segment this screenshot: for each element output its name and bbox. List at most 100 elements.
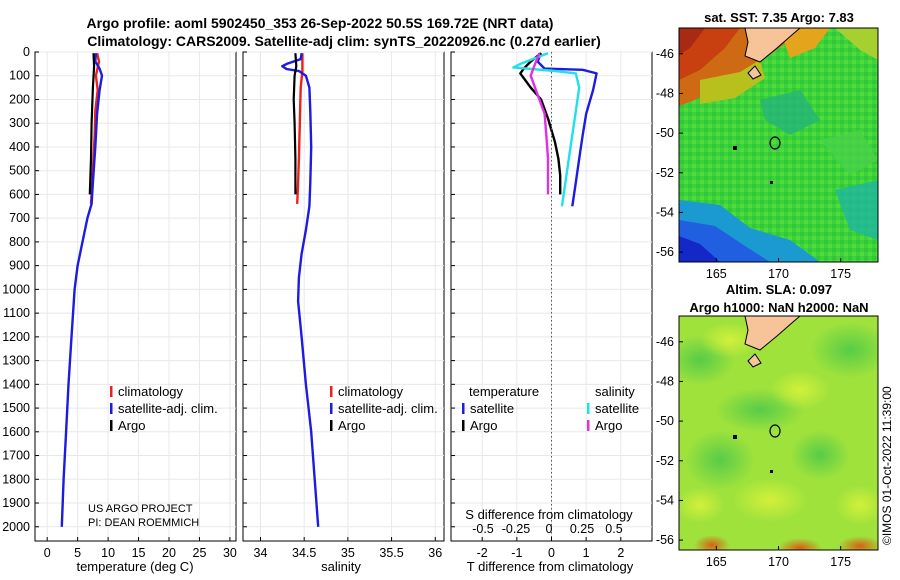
y-tick-label: 1500 bbox=[2, 401, 30, 415]
y-tick-label: 1300 bbox=[2, 354, 30, 368]
map-y-tick-label: -54 bbox=[656, 493, 674, 507]
y-tick-label: 400 bbox=[9, 140, 30, 154]
legend-swatch-argo bbox=[330, 420, 333, 431]
series-line-temperature-satellite bbox=[536, 52, 598, 207]
series-line-argo bbox=[88, 53, 96, 195]
legend-swatch-argo bbox=[110, 420, 113, 431]
legend-swatch-satellite bbox=[110, 403, 113, 414]
map-y-tick-label: -50 bbox=[656, 414, 674, 428]
map-y-tick-label: -50 bbox=[656, 126, 674, 140]
legend-header-salinity: salinity bbox=[595, 384, 635, 399]
figure-title-line2: Climatology: CARS2009. Satellite-adj cli… bbox=[87, 33, 601, 49]
sst-heatmap bbox=[679, 28, 878, 262]
y-tick-label: 600 bbox=[9, 187, 30, 201]
map-y-tick-label: -48 bbox=[656, 374, 674, 388]
s-tick-label: 0 bbox=[546, 522, 553, 536]
sla-map-title-line1: Altim. SLA: 0.097 bbox=[726, 282, 832, 297]
y-tick-label: 1100 bbox=[3, 306, 30, 320]
series-line-salinity-satellite bbox=[512, 52, 581, 207]
legend-label: Argo bbox=[470, 418, 497, 433]
s-difference-tick-labels: -0.5 -0.25 0 0.25 0.5 bbox=[472, 522, 623, 536]
legend-swatch-t-satellite bbox=[462, 403, 465, 414]
legend-label: Argo bbox=[595, 418, 622, 433]
s-tick-label: -0.5 bbox=[472, 522, 494, 536]
legend-label: climatology bbox=[338, 384, 404, 399]
map-y-tick-label: -56 bbox=[656, 533, 674, 547]
x-tick-label: 15 bbox=[132, 546, 146, 560]
s-tick-label: 0.5 bbox=[605, 522, 622, 536]
series-line-climatology bbox=[296, 53, 304, 204]
x-tick-label: 0 bbox=[548, 546, 555, 560]
y-tick-label: 1800 bbox=[2, 472, 30, 486]
figure-title-line1: Argo profile: aoml 5902450_353 26-Sep-20… bbox=[87, 15, 554, 31]
salinity-plot-frame bbox=[242, 51, 445, 542]
x-tick-label: 36 bbox=[428, 546, 442, 560]
map-y-tick-label: -48 bbox=[656, 86, 674, 100]
x-tick-label: 35 bbox=[341, 546, 355, 560]
temperature-legend: climatology satellite-adj. clim. Argo bbox=[110, 384, 218, 433]
x-tick-label: 20 bbox=[162, 546, 176, 560]
y-tick-label: 500 bbox=[9, 164, 30, 178]
legend-label: satellite-adj. clim. bbox=[338, 401, 438, 416]
map-x-tick-label: 165 bbox=[706, 267, 727, 281]
y-tick-label: 800 bbox=[9, 235, 30, 249]
map-y-tick-label: -46 bbox=[656, 47, 674, 61]
legend-label: Argo bbox=[118, 418, 145, 433]
legend-label: satellite-adj. clim. bbox=[118, 401, 218, 416]
x-tick-label: 35.5 bbox=[379, 546, 403, 560]
x-tick-label: 34 bbox=[254, 546, 268, 560]
series-line-satellite-adj-clim- bbox=[60, 53, 104, 527]
x-tick-label: 10 bbox=[101, 546, 115, 560]
sla-argo-position-marker bbox=[769, 424, 781, 438]
legend-label: climatology bbox=[118, 384, 184, 399]
y-tick-label: 1400 bbox=[2, 377, 30, 391]
x-tick-label: 2 bbox=[617, 546, 624, 560]
x-tick-label: -1 bbox=[511, 546, 522, 560]
y-tick-label: 100 bbox=[9, 69, 30, 83]
y-tick-label: 900 bbox=[9, 259, 30, 273]
x-tick-label: 25 bbox=[193, 546, 207, 560]
credit-project: US ARGO PROJECT bbox=[88, 503, 193, 515]
x-tick-label: 0 bbox=[44, 546, 51, 560]
difference-legend: temperature salinity satellite Argo sate… bbox=[462, 384, 639, 433]
y-tick-label: 2000 bbox=[2, 520, 30, 534]
credit-pi: PI: DEAN ROEMMICH bbox=[88, 517, 199, 529]
s-difference-xlabel: S difference from climatology bbox=[465, 507, 633, 522]
sla-heatmap bbox=[679, 316, 878, 550]
series-line-temperature-argo bbox=[519, 52, 562, 195]
y-tick-label: 1700 bbox=[2, 449, 30, 463]
legend-label: satellite bbox=[595, 401, 639, 416]
y-tick-label: 200 bbox=[9, 92, 30, 106]
legend-swatch-t-argo bbox=[462, 420, 465, 431]
map-x-tick-label: 175 bbox=[830, 267, 851, 281]
y-tick-label: 300 bbox=[9, 116, 30, 130]
map-x-tick-label: 170 bbox=[768, 555, 789, 569]
y-tick-label: 0 bbox=[23, 45, 30, 59]
map-y-tick-label: -54 bbox=[656, 205, 674, 219]
x-tick-label: 5 bbox=[74, 546, 81, 560]
x-tick-label: 30 bbox=[223, 546, 237, 560]
legend-swatch-climatology bbox=[330, 386, 333, 397]
series-line-argo bbox=[292, 53, 298, 195]
map-y-tick-label: -52 bbox=[656, 454, 674, 468]
salinity-xlabel: salinity bbox=[321, 559, 361, 574]
s-tick-label: -0.25 bbox=[502, 522, 531, 536]
sla-map-title-line2: Argo h1000: NaN h2000: NaN bbox=[689, 300, 868, 315]
legend-header-temperature: temperature bbox=[469, 384, 539, 399]
map-y-tick-label: -52 bbox=[656, 166, 674, 180]
x-tick-label: -2 bbox=[477, 546, 488, 560]
salinity-legend: climatology satellite-adj. clim. Argo bbox=[330, 384, 438, 433]
map-x-tick-label: 165 bbox=[706, 555, 727, 569]
series-line-satellite-adj-clim- bbox=[281, 53, 320, 527]
map-x-tick-label: 170 bbox=[768, 267, 789, 281]
y-tick-label: 1600 bbox=[2, 425, 30, 439]
sst-map-title: sat. SST: 7.35 Argo: 7.83 bbox=[704, 10, 854, 25]
map-x-tick-label: 175 bbox=[830, 555, 851, 569]
t-difference-xlabel: T difference from climatology bbox=[467, 559, 634, 574]
y-tick-label: 1000 bbox=[2, 282, 30, 296]
y-tick-label: 1900 bbox=[2, 496, 30, 510]
y-tick-label: 700 bbox=[9, 211, 30, 225]
legend-label: Argo bbox=[338, 418, 365, 433]
series-line-salinity-argo bbox=[529, 52, 550, 195]
